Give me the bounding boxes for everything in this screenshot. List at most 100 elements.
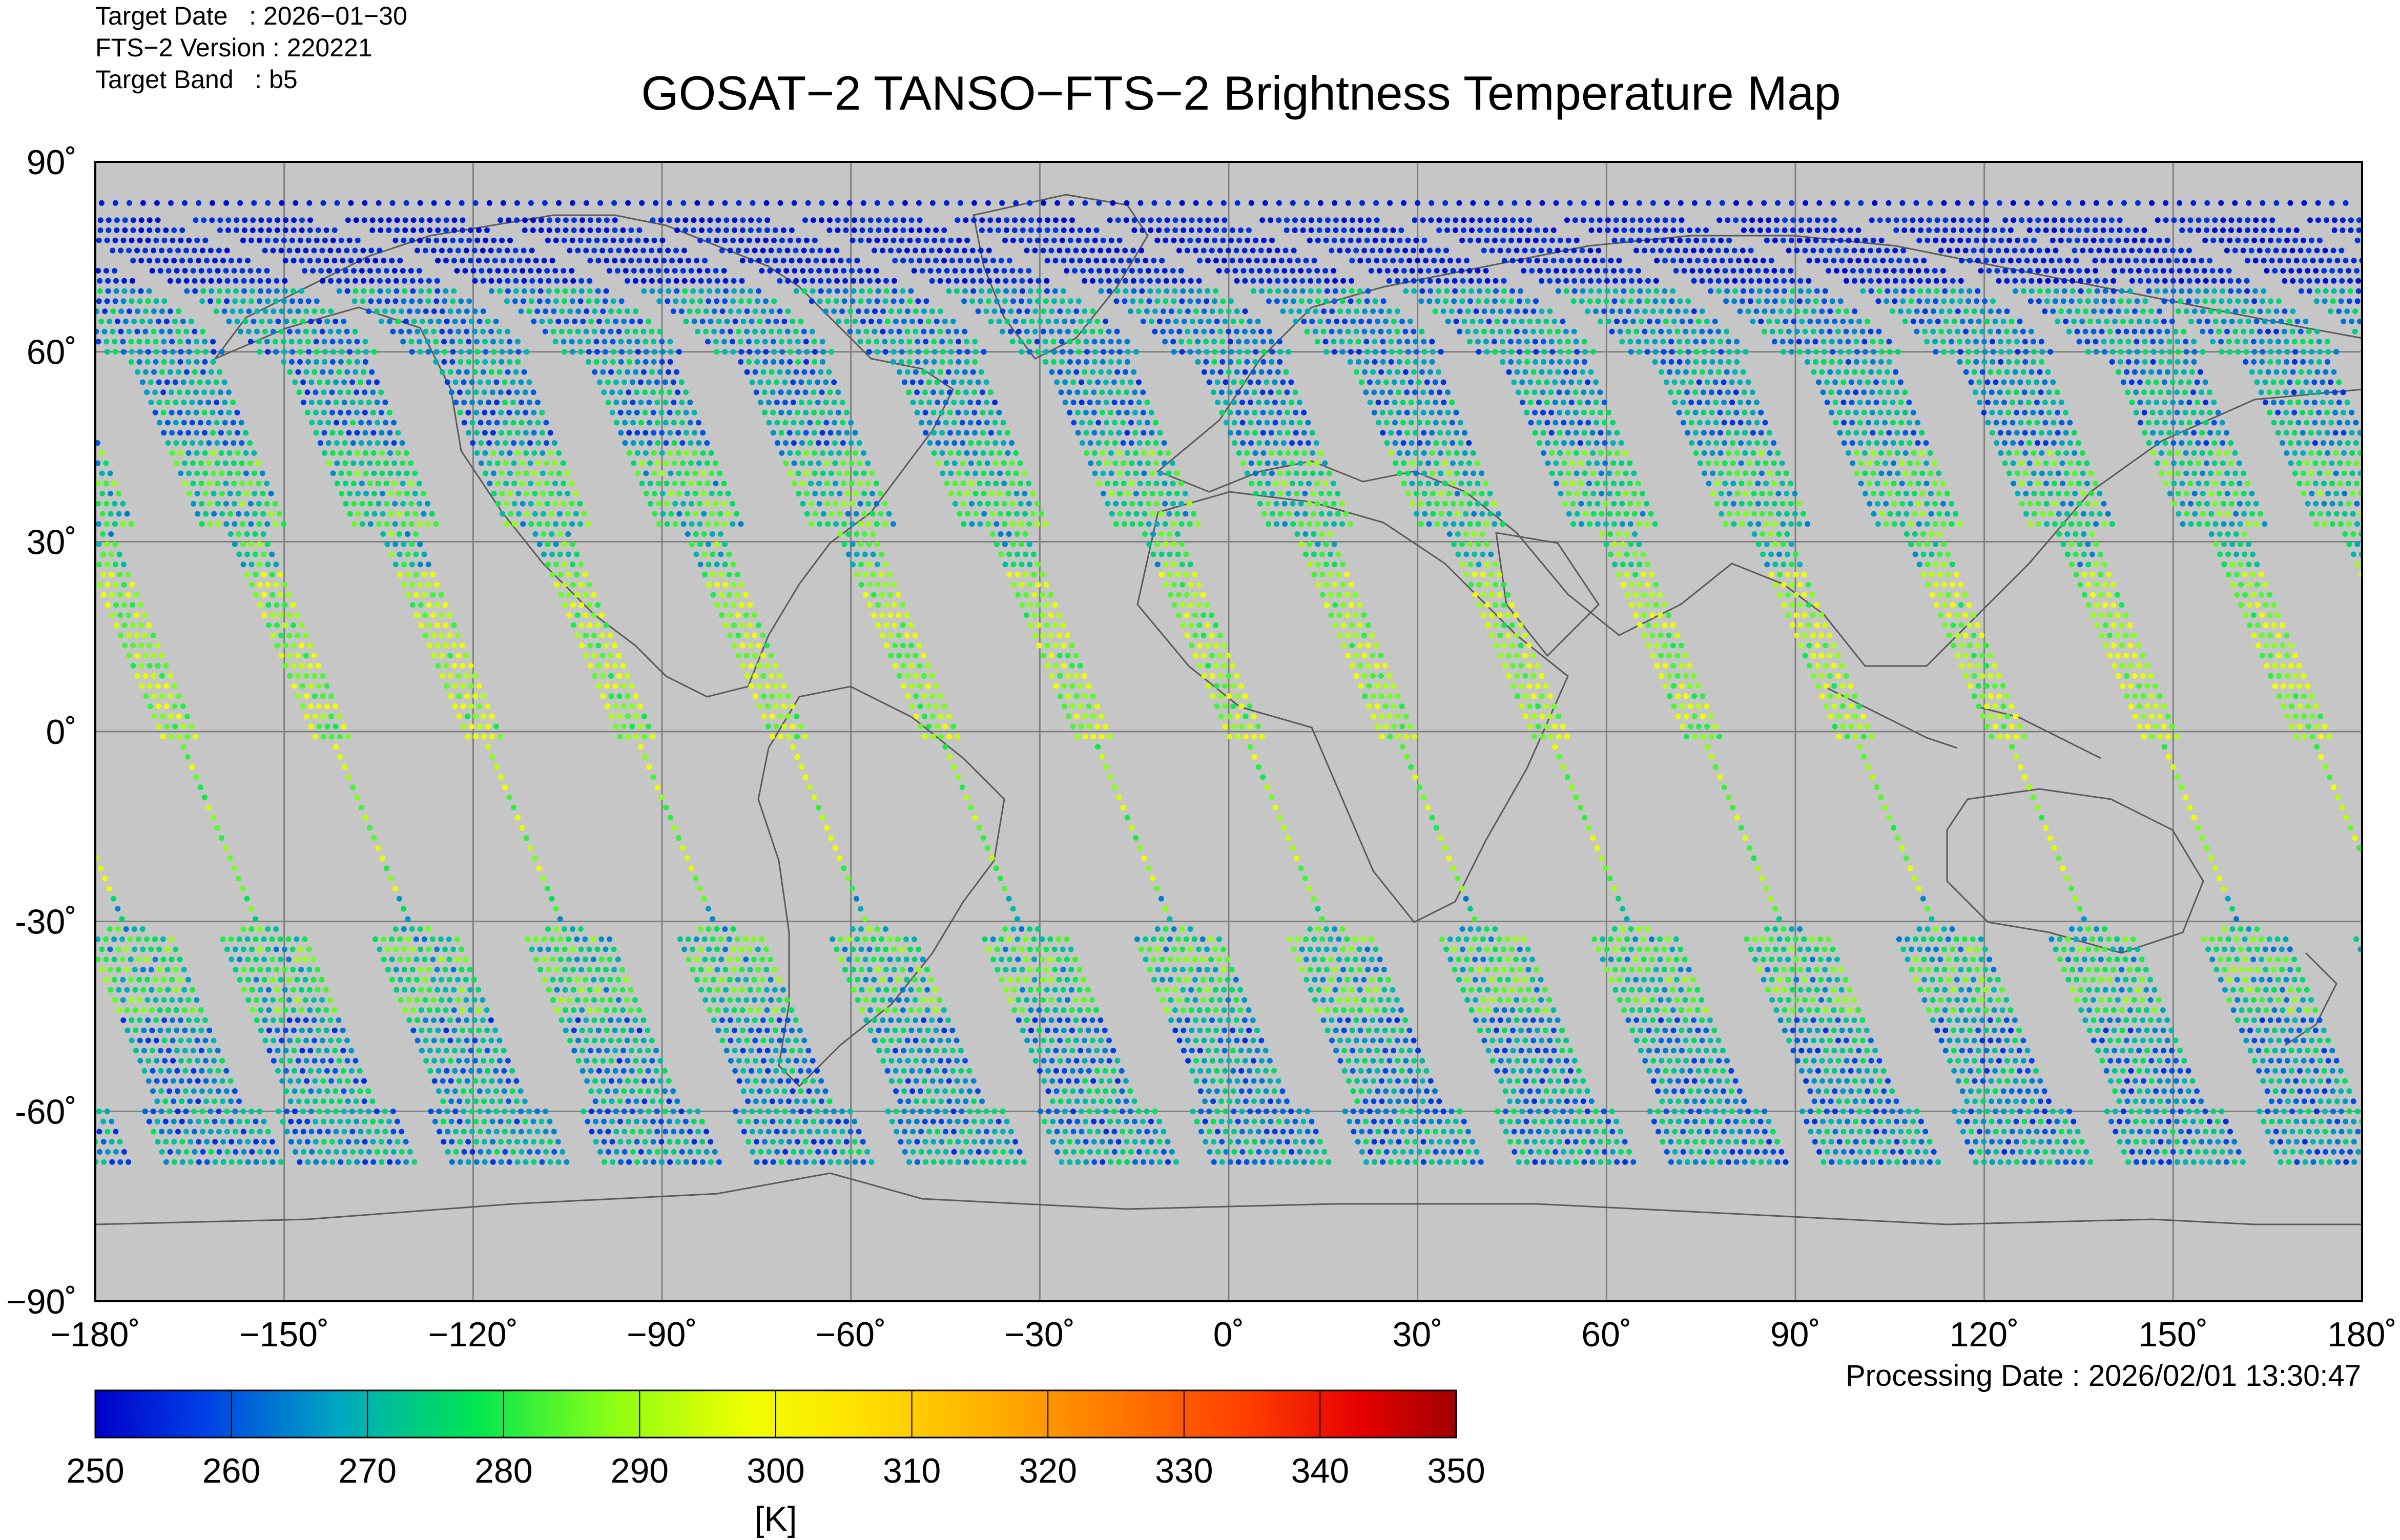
observation-point — [2251, 349, 2258, 355]
observation-point — [754, 359, 760, 365]
observation-point — [828, 835, 834, 841]
observation-point — [520, 501, 526, 507]
observation-point — [885, 1108, 891, 1114]
observation-point — [536, 481, 542, 487]
observation-point — [906, 1139, 912, 1145]
observation-point — [523, 835, 529, 841]
observation-point — [1141, 1159, 1147, 1165]
observation-point — [468, 227, 473, 233]
observation-point — [820, 511, 826, 517]
observation-point — [1040, 976, 1046, 983]
observation-point — [450, 946, 457, 952]
observation-point — [1099, 1118, 1105, 1125]
observation-point — [544, 501, 550, 507]
observation-point — [819, 339, 825, 345]
observation-point — [491, 490, 497, 496]
observation-point — [912, 632, 918, 638]
observation-point — [440, 1058, 446, 1064]
observation-point — [688, 268, 694, 274]
observation-point — [443, 642, 449, 649]
observation-point — [218, 430, 224, 436]
observation-point — [417, 926, 423, 932]
observation-point — [1089, 997, 1095, 1003]
observation-point — [469, 420, 475, 426]
observation-point — [671, 1129, 677, 1135]
observation-point — [575, 328, 581, 335]
observation-point — [470, 440, 476, 446]
observation-point — [1077, 967, 1083, 973]
observation-point — [169, 359, 175, 365]
observation-point — [418, 602, 424, 608]
observation-point — [337, 1078, 343, 1084]
observation-point — [249, 298, 254, 304]
observation-point — [333, 703, 338, 710]
observation-point — [2186, 247, 2192, 254]
observation-point — [446, 976, 452, 983]
observation-point — [567, 1017, 573, 1023]
observation-point — [801, 1037, 808, 1044]
observation-point — [1059, 1159, 1065, 1165]
observation-point — [175, 247, 181, 254]
observation-point — [627, 237, 633, 243]
observation-point — [2304, 420, 2310, 426]
observation-point — [532, 511, 538, 517]
observation-point — [747, 349, 753, 355]
observation-point — [388, 511, 394, 517]
observation-point — [666, 1098, 672, 1105]
observation-point — [484, 258, 490, 264]
observation-point — [677, 258, 684, 264]
observation-point — [189, 400, 195, 405]
observation-point — [787, 450, 793, 456]
observation-point — [2292, 450, 2298, 456]
observation-point — [2314, 369, 2321, 375]
observation-point — [487, 481, 493, 487]
observation-point — [234, 318, 240, 324]
observation-point — [793, 369, 799, 375]
observation-point — [762, 1139, 768, 1145]
observation-point — [244, 258, 251, 264]
observation-point — [429, 511, 435, 517]
observation-point — [186, 490, 192, 496]
observation-point — [823, 400, 829, 405]
observation-point — [839, 1108, 845, 1114]
observation-point — [632, 247, 638, 254]
observation-point — [836, 409, 841, 415]
observation-point — [880, 1058, 886, 1064]
observation-point — [476, 1048, 482, 1054]
observation-point — [516, 258, 523, 264]
observation-point — [120, 298, 127, 304]
observation-point — [117, 572, 123, 578]
observation-point — [240, 237, 246, 243]
observation-point — [798, 400, 804, 405]
observation-point — [862, 956, 868, 963]
observation-point — [230, 308, 236, 315]
observation-point — [241, 967, 247, 973]
observation-point — [287, 1058, 293, 1064]
observation-point — [527, 1149, 533, 1155]
observation-point — [1214, 1129, 1220, 1135]
observation-point — [2331, 227, 2337, 233]
observation-point — [112, 541, 118, 547]
observation-point — [567, 328, 573, 335]
observation-point — [304, 1078, 310, 1084]
observation-point — [874, 541, 880, 547]
observation-point — [756, 288, 761, 294]
observation-point — [371, 490, 377, 496]
observation-point — [735, 997, 741, 1003]
observation-point — [496, 1037, 503, 1044]
observation-point — [477, 1068, 483, 1074]
observation-point — [716, 1159, 722, 1165]
observation-point — [98, 318, 105, 324]
observation-point — [345, 1139, 351, 1145]
observation-point — [909, 1088, 916, 1094]
observation-point — [747, 967, 753, 973]
observation-point — [305, 339, 311, 345]
observation-point — [360, 247, 366, 254]
observation-point — [511, 460, 517, 466]
observation-point — [2158, 258, 2164, 264]
observation-point — [2194, 298, 2200, 304]
observation-point — [643, 450, 649, 456]
observation-point — [282, 258, 288, 264]
observation-point — [1091, 1159, 1098, 1165]
observation-point — [785, 1037, 791, 1044]
